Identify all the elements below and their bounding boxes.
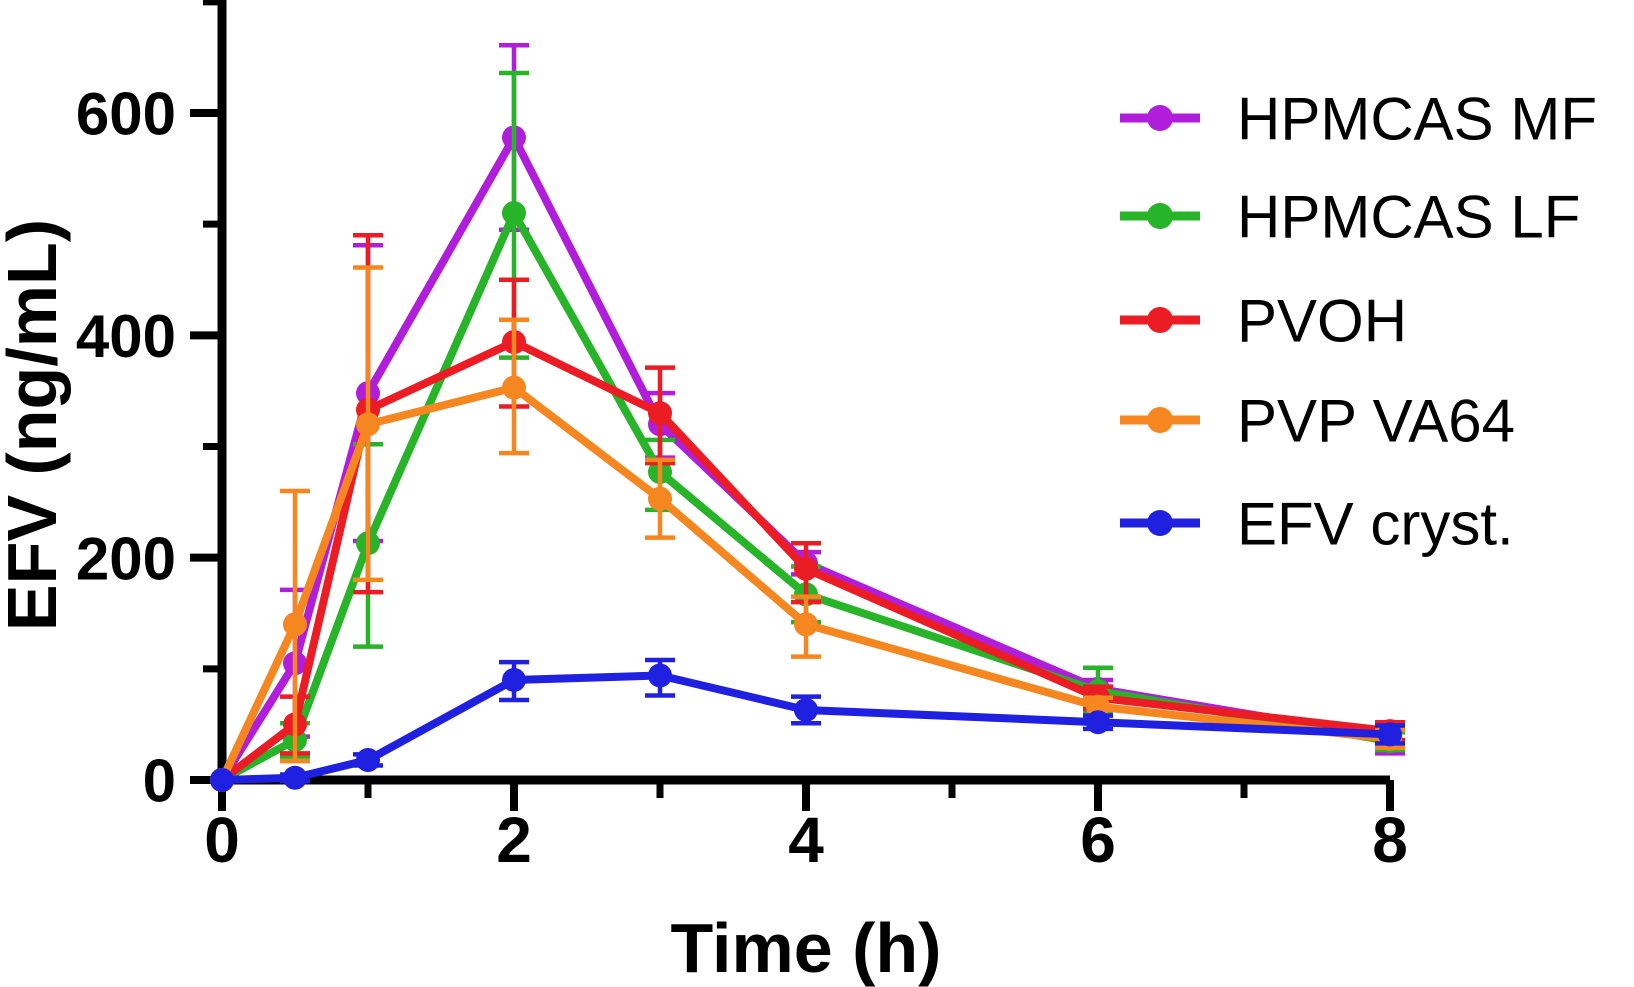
- data-point-marker: [356, 412, 380, 437]
- legend-item-pvp-va64: PVP VA64: [1120, 388, 1515, 455]
- legend-label: PVOH: [1237, 288, 1407, 355]
- legend-marker-swatch: [1147, 407, 1173, 433]
- y-axis-title: EFV (ng/mL): [0, 219, 71, 631]
- data-series: [210, 42, 1405, 792]
- series-line-pvoh: [218, 338, 1394, 784]
- data-point-marker: [794, 556, 818, 581]
- data-point-marker: [283, 612, 307, 637]
- x-tick-label: 8: [1372, 804, 1408, 876]
- legend-label: PVP VA64: [1237, 388, 1515, 455]
- data-point-marker: [648, 663, 672, 688]
- legend-label: EFV cryst.: [1237, 491, 1514, 558]
- axis-ticks: [190, 0, 1394, 811]
- series-hpmcas-lf: [210, 70, 1405, 792]
- y-tick-label: 200: [76, 525, 176, 592]
- data-point-marker: [794, 697, 818, 722]
- y-tick-label: 0: [143, 748, 176, 815]
- legend-label: HPMCAS MF: [1237, 86, 1597, 153]
- x-tick-label: 6: [1080, 804, 1116, 876]
- series-line-efv-cryst: [218, 671, 1394, 784]
- axis-tick-labels: 0 200 400 600 0 2 4 6 8: [76, 81, 1408, 876]
- axis-spine: [217, 0, 1390, 785]
- data-point-marker: [502, 375, 526, 400]
- y-tick-label: 600: [76, 81, 176, 148]
- legend-marker-swatch: [1147, 307, 1173, 333]
- data-point-marker: [1086, 710, 1110, 735]
- legend-item-pvoh: PVOH: [1120, 288, 1407, 355]
- data-point-marker: [1378, 722, 1402, 747]
- legend-item-efv-cryst: EFV cryst.: [1120, 491, 1514, 558]
- x-axis-title: Time (h): [671, 909, 942, 987]
- axes: [217, 0, 1390, 785]
- data-point-marker: [502, 667, 526, 692]
- legend-marker-swatch: [1147, 510, 1173, 536]
- data-point-marker: [356, 747, 380, 772]
- data-point-marker: [794, 612, 818, 637]
- x-tick-label: 2: [496, 804, 532, 876]
- data-point-marker: [283, 765, 307, 790]
- x-tick-label: 0: [204, 804, 240, 876]
- legend-marker-swatch: [1147, 203, 1173, 229]
- data-point-marker: [648, 401, 672, 426]
- legend-marker-swatch: [1147, 105, 1173, 131]
- series-line-pvp-va64: [218, 383, 1394, 784]
- legend-item-hpmcas-mf: HPMCAS MF: [1120, 86, 1597, 153]
- data-point-marker: [210, 768, 234, 792]
- legend-item-hpmcas-lf: HPMCAS LF: [1120, 184, 1580, 251]
- legend: HPMCAS MF HPMCAS LF PVOH PVP VA64 EFV cryst.: [1120, 86, 1597, 558]
- y-tick-label: 400: [76, 303, 176, 370]
- x-tick-label: 4: [788, 804, 824, 876]
- data-point-marker: [648, 486, 672, 511]
- series-line-hpmcas-mf: [218, 133, 1394, 784]
- legend-label: HPMCAS LF: [1237, 184, 1580, 251]
- series-efv-cryst: [210, 657, 1405, 792]
- data-point-marker: [502, 201, 526, 226]
